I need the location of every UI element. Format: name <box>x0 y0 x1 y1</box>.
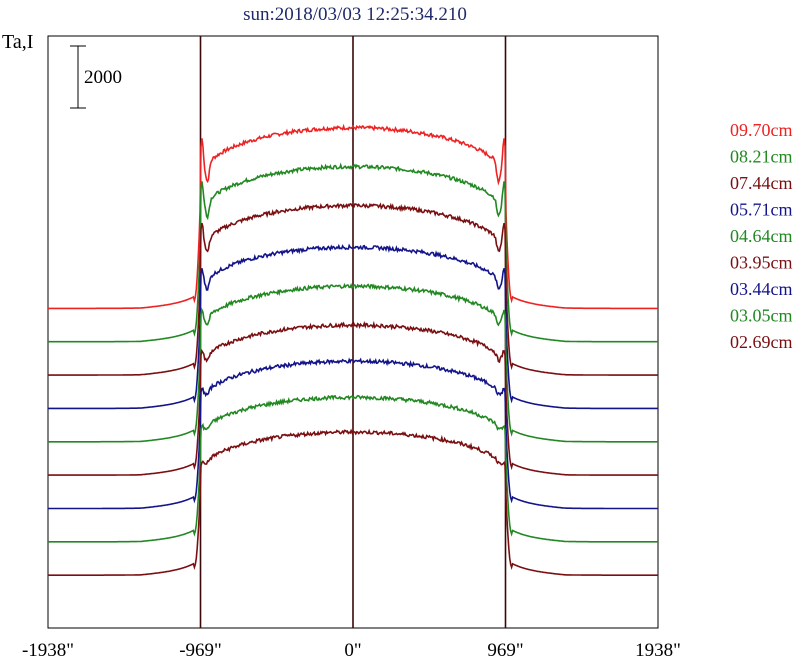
x-tick-label-0: -1938" <box>22 640 74 661</box>
chart-title: sun:2018/03/03 12:25:34.210 <box>243 4 467 25</box>
x-tick-label-4: 1938" <box>635 640 681 661</box>
series-line-03.95cm <box>48 320 658 476</box>
series-line-05.71cm <box>48 243 658 410</box>
legend-entry-04.64cm: 04.64cm <box>730 226 793 246</box>
x-tick-label-1: -969" <box>179 640 222 661</box>
scale-bar: 2000 <box>70 45 122 109</box>
legend-entry-05.71cm: 05.71cm <box>730 200 793 220</box>
legend-entry-08.21cm: 08.21cm <box>730 147 793 167</box>
series-line-07.44cm <box>48 202 658 376</box>
legend-entry-07.44cm: 07.44cm <box>730 173 793 193</box>
scale-bar-label: 2000 <box>84 67 122 88</box>
legend-entry-03.44cm: 03.44cm <box>730 279 793 299</box>
series-line-04.64cm <box>48 282 658 443</box>
x-tick-label-2: 0" <box>344 640 361 661</box>
legend-entry-09.70cm: 09.70cm <box>730 120 793 140</box>
series-line-03.05cm <box>48 394 658 543</box>
series-line-08.21cm <box>48 162 658 343</box>
legend-entry-03.05cm: 03.05cm <box>730 306 793 326</box>
series-line-02.69cm <box>48 428 658 577</box>
y-axis-label: Ta,I <box>2 31 33 53</box>
x-tick-label-3: 969" <box>487 640 523 661</box>
series-line-03.44cm <box>48 357 658 510</box>
legend-entry-02.69cm: 02.69cm <box>730 332 793 352</box>
legend-entry-03.95cm: 03.95cm <box>730 253 793 273</box>
series-line-09.70cm <box>48 123 658 310</box>
